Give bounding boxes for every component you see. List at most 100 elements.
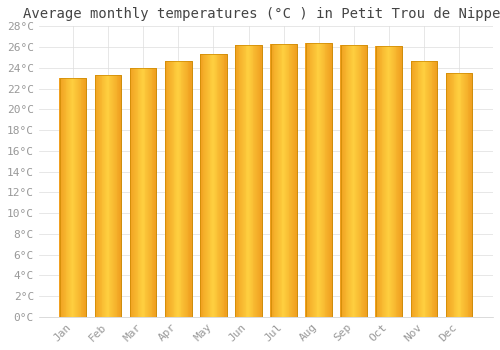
Bar <box>341 45 342 317</box>
Bar <box>165 61 192 317</box>
Bar <box>342 45 343 317</box>
Bar <box>236 45 262 317</box>
Bar <box>116 75 117 317</box>
Bar <box>398 46 399 317</box>
Bar <box>166 61 168 317</box>
Bar <box>147 68 148 317</box>
Bar <box>285 44 286 317</box>
Bar <box>113 75 114 317</box>
Bar <box>435 61 436 317</box>
Bar <box>432 61 434 317</box>
Bar <box>170 61 171 317</box>
Bar <box>220 54 221 317</box>
Bar <box>424 61 426 317</box>
Bar <box>414 61 415 317</box>
Bar <box>242 45 243 317</box>
Bar <box>185 61 186 317</box>
Bar <box>272 44 274 317</box>
Bar <box>114 75 116 317</box>
Bar <box>111 75 112 317</box>
Bar <box>142 68 143 317</box>
Bar <box>340 45 341 317</box>
Bar <box>322 43 323 317</box>
Bar <box>448 73 449 317</box>
Bar <box>165 61 192 317</box>
Bar <box>465 73 466 317</box>
Bar <box>363 45 364 317</box>
Bar <box>130 68 132 317</box>
Bar <box>83 78 84 317</box>
Bar <box>219 54 220 317</box>
Bar <box>294 44 296 317</box>
Bar <box>427 61 428 317</box>
Bar <box>290 44 291 317</box>
Bar <box>274 44 276 317</box>
Bar <box>411 61 438 317</box>
Bar <box>362 45 363 317</box>
Bar <box>329 43 330 317</box>
Bar <box>390 46 391 317</box>
Bar <box>260 45 262 317</box>
Bar <box>434 61 435 317</box>
Bar <box>470 73 471 317</box>
Bar <box>69 78 70 317</box>
Bar <box>169 61 170 317</box>
Bar <box>346 45 348 317</box>
Bar <box>387 46 388 317</box>
Bar <box>243 45 244 317</box>
Bar <box>136 68 138 317</box>
Bar <box>401 46 402 317</box>
Bar <box>256 45 257 317</box>
Bar <box>376 46 402 317</box>
Bar <box>82 78 83 317</box>
Bar <box>250 45 251 317</box>
Bar <box>306 43 332 317</box>
Bar <box>202 54 203 317</box>
Bar <box>416 61 418 317</box>
Bar <box>399 46 400 317</box>
Bar <box>423 61 424 317</box>
Bar <box>238 45 240 317</box>
Bar <box>413 61 414 317</box>
Bar <box>99 75 100 317</box>
Bar <box>446 73 472 317</box>
Bar <box>392 46 393 317</box>
Bar <box>135 68 136 317</box>
Bar <box>380 46 382 317</box>
Bar <box>418 61 420 317</box>
Bar <box>120 75 121 317</box>
Bar <box>457 73 458 317</box>
Bar <box>463 73 464 317</box>
Bar <box>221 54 222 317</box>
Bar <box>452 73 454 317</box>
Bar <box>459 73 460 317</box>
Bar <box>182 61 183 317</box>
Bar <box>446 73 472 317</box>
Bar <box>278 44 279 317</box>
Bar <box>132 68 133 317</box>
Bar <box>95 75 122 317</box>
Bar <box>205 54 206 317</box>
Bar <box>376 46 402 317</box>
Bar <box>313 43 314 317</box>
Bar <box>350 45 351 317</box>
Bar <box>60 78 86 317</box>
Bar <box>152 68 154 317</box>
Bar <box>314 43 315 317</box>
Bar <box>343 45 344 317</box>
Bar <box>293 44 294 317</box>
Bar <box>200 54 226 317</box>
Bar <box>341 45 367 317</box>
Bar <box>270 44 271 317</box>
Bar <box>206 54 207 317</box>
Bar <box>102 75 104 317</box>
Bar <box>98 75 99 317</box>
Bar <box>376 46 377 317</box>
Bar <box>320 43 321 317</box>
Bar <box>210 54 212 317</box>
Bar <box>410 61 412 317</box>
Bar <box>396 46 398 317</box>
Bar <box>284 44 285 317</box>
Bar <box>174 61 176 317</box>
Bar <box>280 44 281 317</box>
